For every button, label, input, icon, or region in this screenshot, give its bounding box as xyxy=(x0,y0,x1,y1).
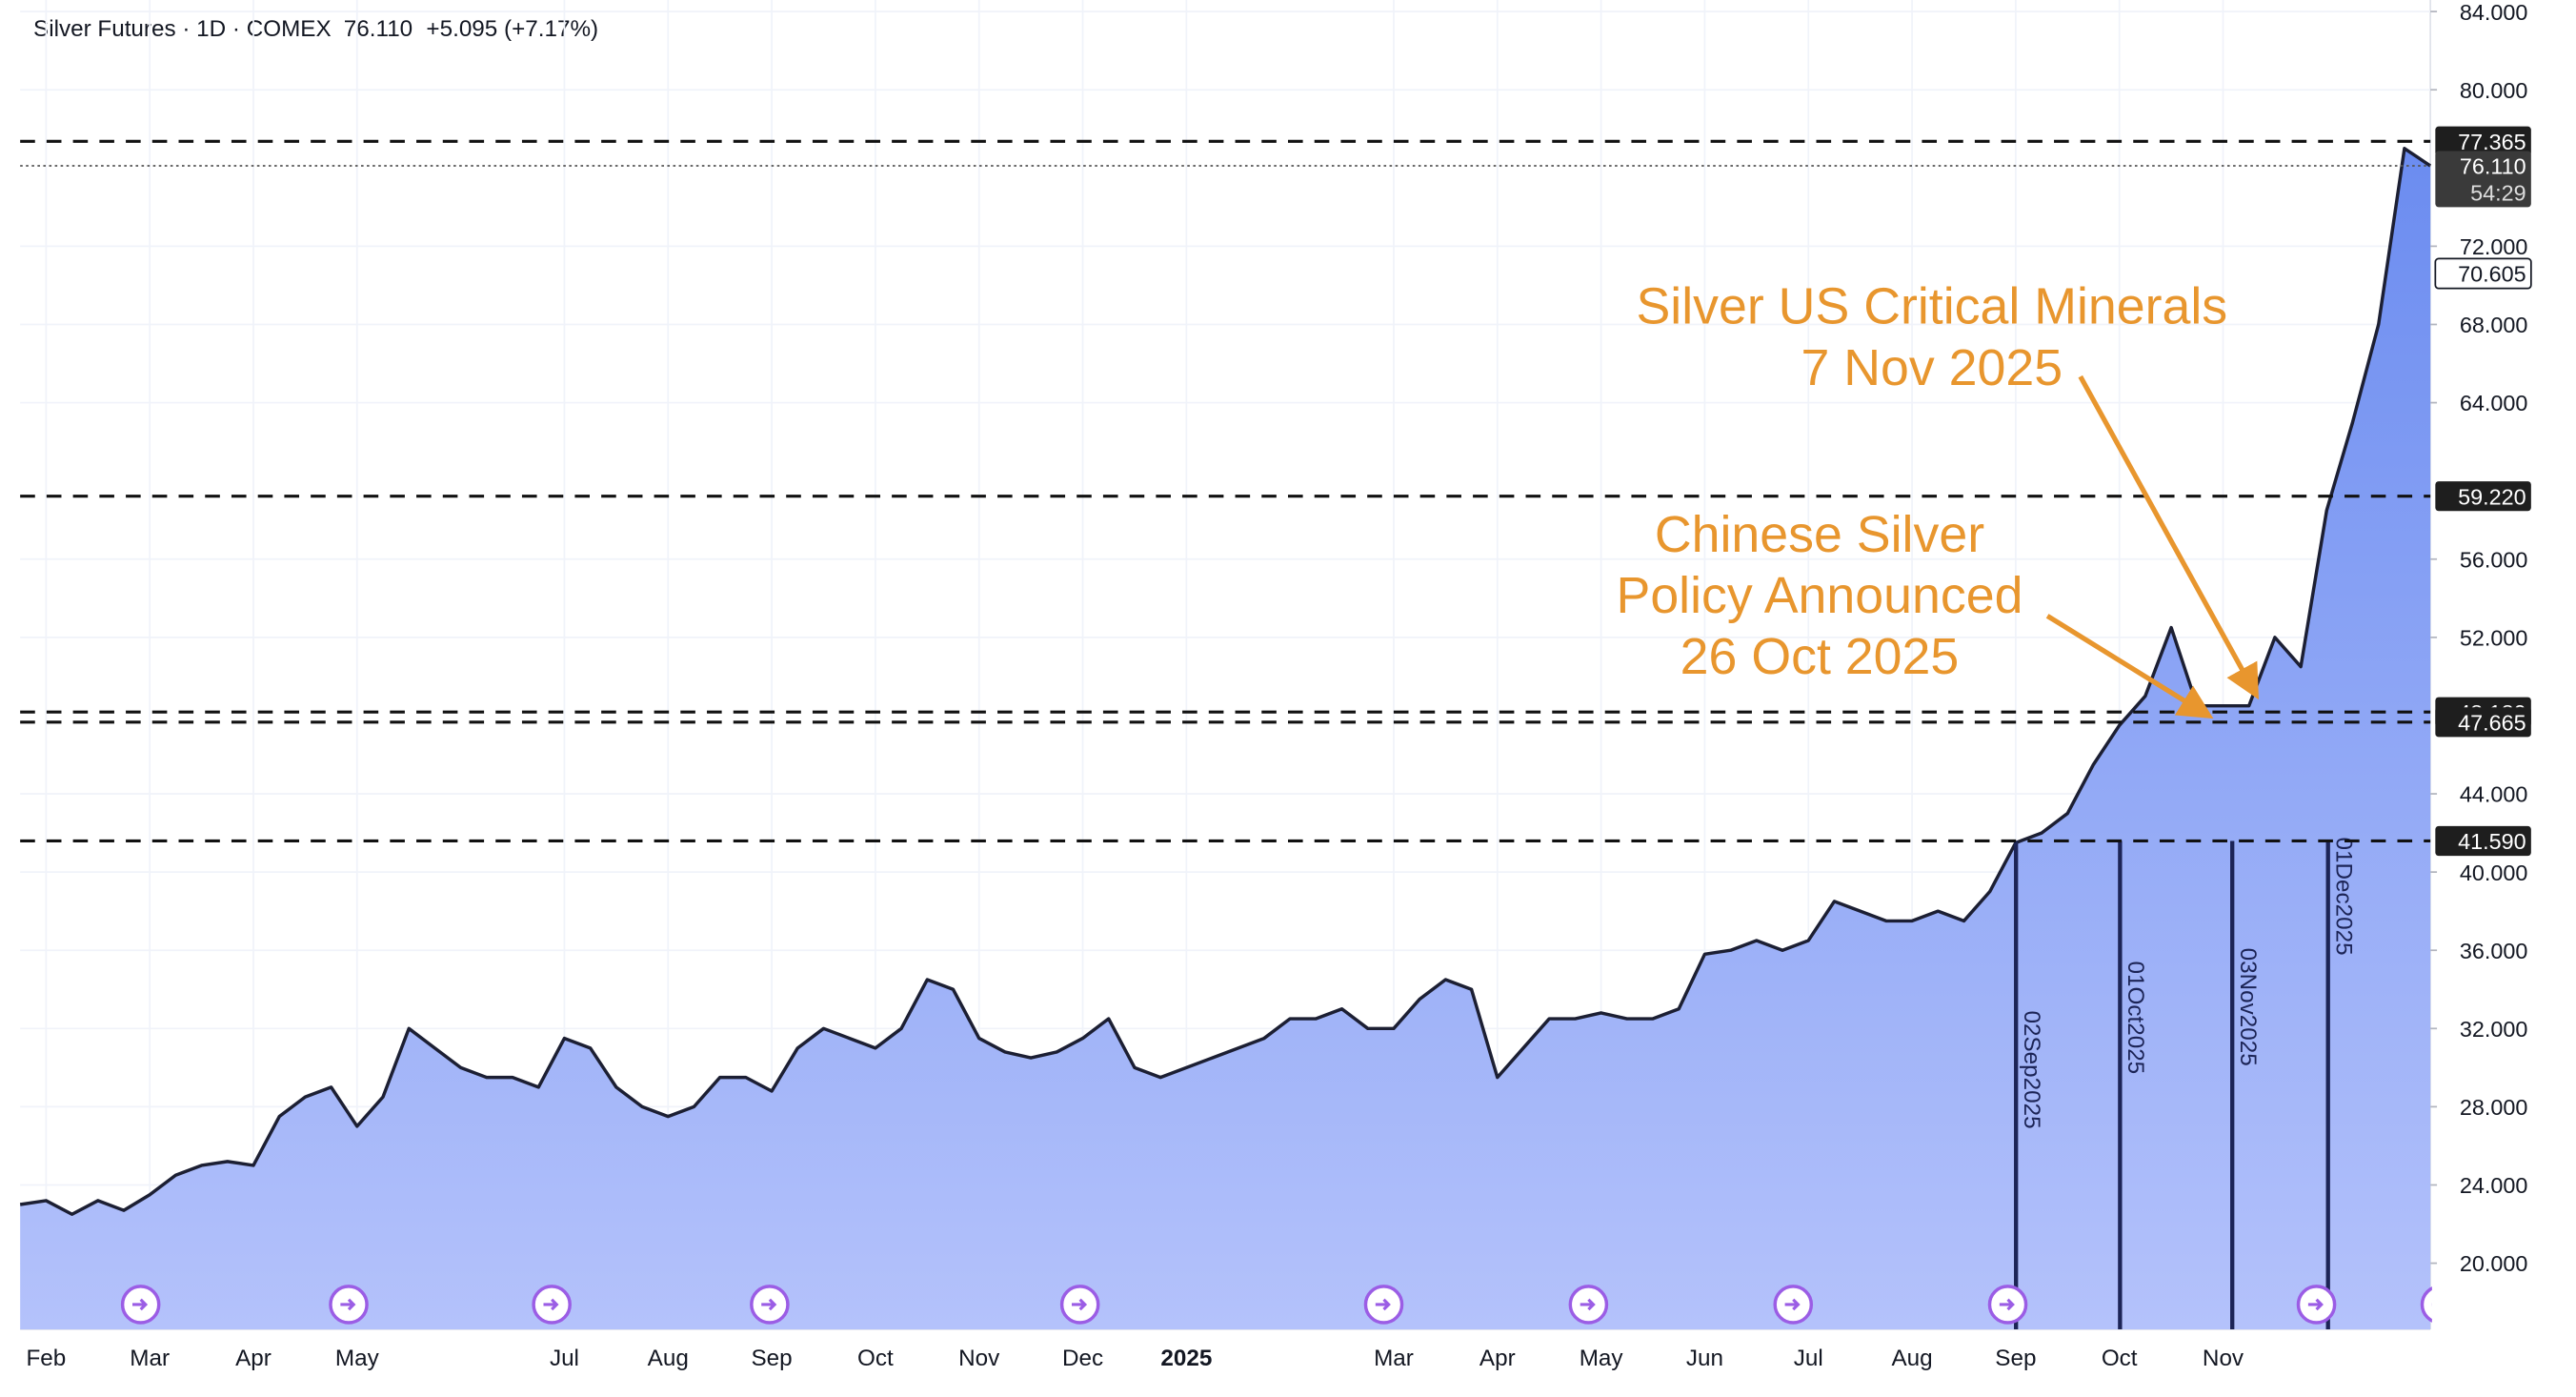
y-tick-label: 64.000 xyxy=(2460,391,2528,415)
event-icon-glyph xyxy=(131,1298,149,1311)
x-tick-label: Jul xyxy=(550,1346,579,1371)
event-icon-glyph xyxy=(543,1298,559,1311)
price-level-box xyxy=(2435,481,2531,512)
y-tick-label: 80.000 xyxy=(2460,78,2528,103)
event-icon-glyph xyxy=(1580,1298,1596,1311)
x-tick-label: Mar xyxy=(130,1346,170,1371)
x-tick-label: May xyxy=(1580,1346,1624,1371)
price-level-label: 47.665 xyxy=(2458,710,2526,735)
event-icon-glyph xyxy=(1999,1298,2015,1311)
event-icon-glyph xyxy=(2307,1298,2324,1311)
current-price-label: 76.110 xyxy=(2460,154,2526,179)
x-tick-label: Feb xyxy=(26,1346,66,1371)
event-label: 01Dec2025 xyxy=(2330,838,2356,956)
y-tick-label: 20.000 xyxy=(2460,1251,2528,1276)
price-level-label: 77.365 xyxy=(2458,130,2526,154)
x-tick-label: Nov xyxy=(958,1346,1000,1371)
y-tick-label: 40.000 xyxy=(2460,860,2528,885)
y-tick-label: 44.000 xyxy=(2460,782,2528,807)
price-level-box xyxy=(2435,825,2531,857)
annotation-text: Policy Announced xyxy=(1617,567,2023,624)
event-icon-glyph xyxy=(340,1298,356,1311)
annotation-text: Silver US Critical Minerals xyxy=(1636,278,2227,335)
x-tick-label: Dec xyxy=(1062,1346,1103,1371)
x-tick-label: 2025 xyxy=(1160,1346,1212,1371)
y-tick-label: 36.000 xyxy=(2460,939,2528,963)
y-tick-label: 52.000 xyxy=(2460,626,2528,651)
x-tick-label: Apr xyxy=(235,1346,272,1371)
x-tick-label: Nov xyxy=(2203,1346,2244,1371)
event-icon-glyph xyxy=(1375,1298,1391,1311)
x-tick-label: Sep xyxy=(1995,1346,2036,1371)
event-icon-glyph xyxy=(1071,1298,1088,1311)
event-icon-glyph xyxy=(761,1298,777,1311)
x-tick-label: Sep xyxy=(752,1346,793,1371)
current-price-box xyxy=(2435,151,2531,208)
legend-header: Silver Futures · 1D · COMEX 76.110 +5.09… xyxy=(33,16,598,42)
x-tick-label: Oct xyxy=(857,1346,894,1371)
y-tick-label: 28.000 xyxy=(2460,1095,2528,1120)
annotation-arrow xyxy=(2045,614,2214,719)
price-level-box xyxy=(2435,707,2531,738)
annotation-text: 26 Oct 2025 xyxy=(1680,628,1960,685)
countdown: 54:29 xyxy=(2470,180,2526,205)
event-label: 03Nov2025 xyxy=(2235,948,2261,1066)
x-tick-label: Aug xyxy=(1891,1346,1932,1371)
marker-price-label: 70.605 xyxy=(2458,262,2526,287)
x-tick-label: Mar xyxy=(1374,1346,1414,1371)
price-line xyxy=(19,147,2432,1217)
x-tick-label: Jun xyxy=(1686,1346,1723,1371)
annotation-text: 7 Nov 2025 xyxy=(1801,339,2063,396)
y-tick-label: 56.000 xyxy=(2460,547,2528,572)
x-tick-label: May xyxy=(335,1346,380,1371)
marker-price-box xyxy=(2434,257,2532,290)
y-tick-label: 24.000 xyxy=(2460,1173,2528,1198)
y-tick-label: 68.000 xyxy=(2460,313,2528,337)
symbol-title: Silver Futures · 1D · COMEX xyxy=(33,16,332,42)
event-icon-glyph xyxy=(1784,1298,1801,1311)
annotation-arrow xyxy=(2078,375,2259,700)
event-label: 02Sep2025 xyxy=(2019,1011,2044,1129)
price-level-label: 59.220 xyxy=(2458,484,2526,509)
annotation-text: Chinese Silver xyxy=(1655,506,1984,563)
last-price: 76.110 xyxy=(344,16,413,42)
x-tick-label: Aug xyxy=(648,1346,689,1371)
x-tick-label: Apr xyxy=(1479,1346,1516,1371)
y-tick-label: 72.000 xyxy=(2460,234,2528,259)
price-change: +5.095 (+7.17%) xyxy=(426,16,598,42)
axis-mask xyxy=(2431,1279,2576,1329)
y-tick-label: 32.000 xyxy=(2460,1017,2528,1042)
price-level-box xyxy=(2435,126,2531,156)
y-tick-label: 84.000 xyxy=(2460,0,2528,25)
price-level-label: 41.590 xyxy=(2458,829,2526,854)
x-tick-label: Oct xyxy=(2102,1346,2138,1371)
x-tick-label: Jul xyxy=(1794,1346,1823,1371)
event-label: 01Oct2025 xyxy=(2123,962,2148,1075)
area-fill xyxy=(20,148,2431,1329)
